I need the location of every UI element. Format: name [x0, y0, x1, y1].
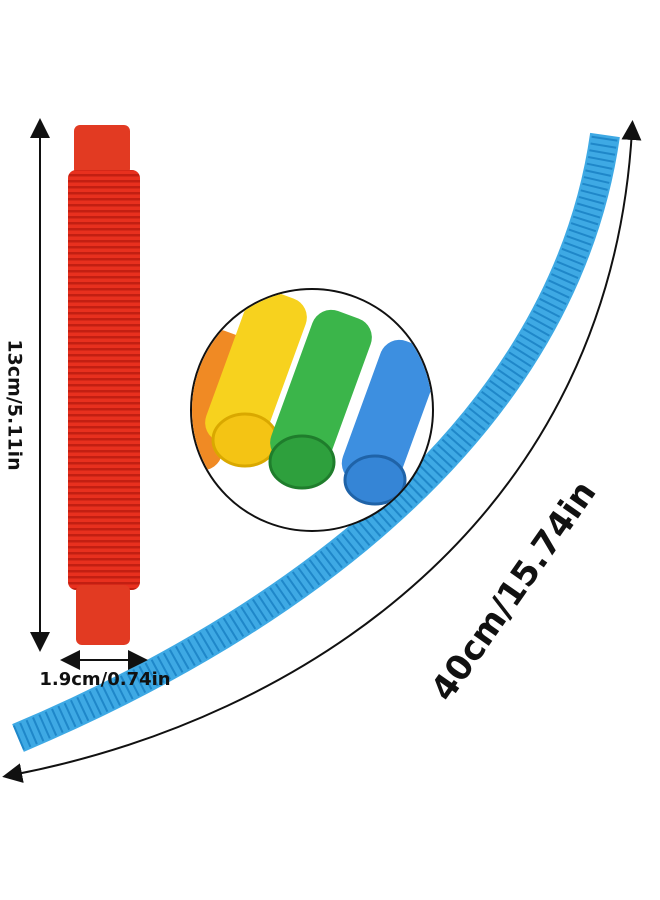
width-label: 1.9cm/0.74in — [39, 669, 170, 690]
length-label: 40cm/15.74in — [423, 474, 604, 709]
red-tube-end — [76, 585, 130, 645]
red-tube-end — [74, 125, 130, 175]
red-tube — [68, 170, 140, 590]
length-arrow — [2, 120, 642, 783]
height-label: 13cm/5.11in — [4, 339, 26, 470]
inset-tubes — [192, 290, 432, 506]
